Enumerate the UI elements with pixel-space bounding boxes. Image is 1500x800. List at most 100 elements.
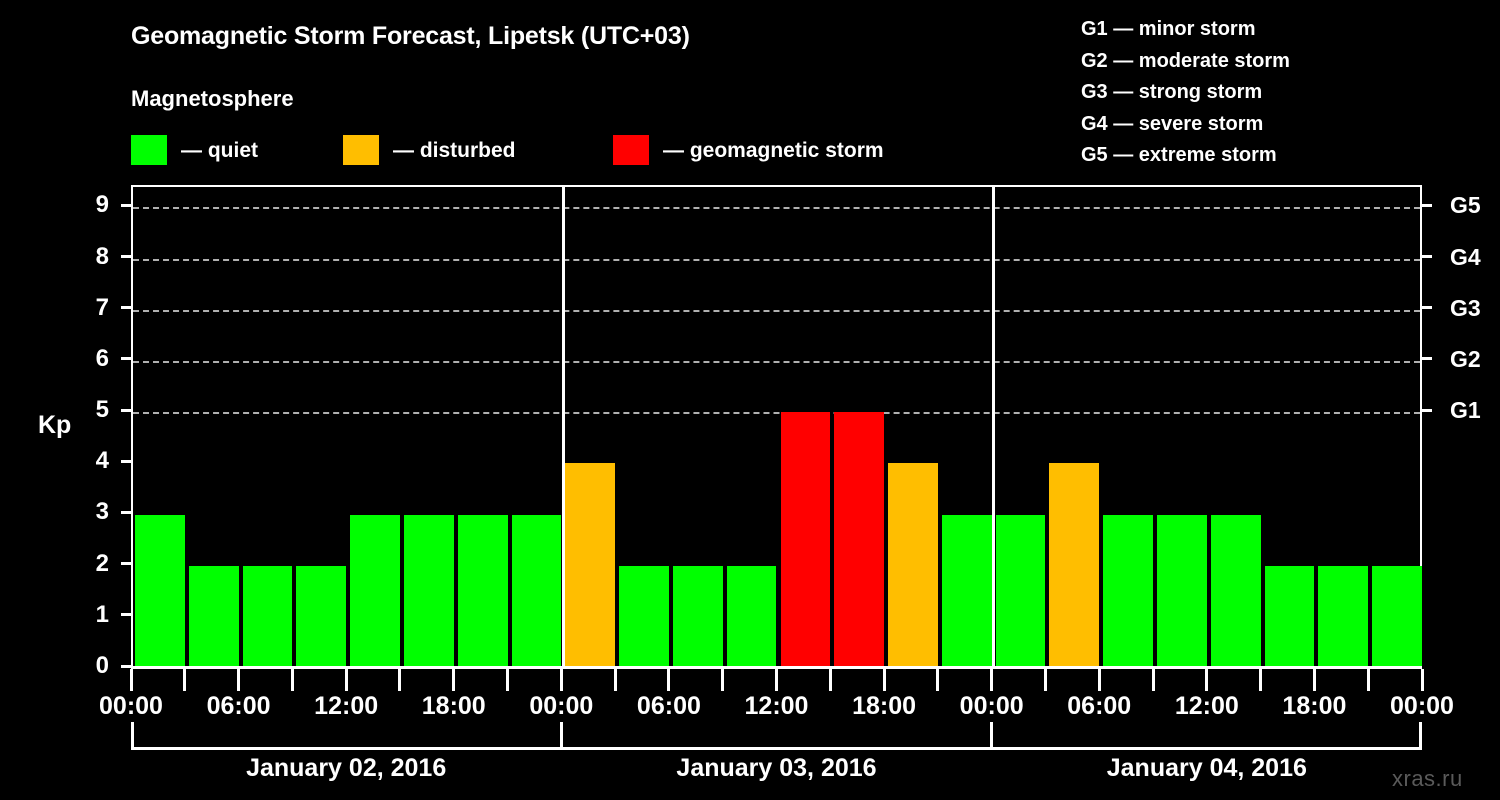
g-legend-row-3: G3 — strong storm	[1081, 81, 1263, 103]
legend-entry-quiet: — quiet	[131, 133, 258, 167]
g-tick-mark-G4	[1422, 255, 1432, 259]
bar-9	[619, 565, 669, 668]
g-tick-label-G2: G2	[1450, 345, 1481, 372]
y-tick-label-4: 4	[95, 447, 109, 475]
watermark: xras.ru	[1392, 766, 1463, 791]
x-tick-mark-7	[506, 669, 510, 691]
y-tick-mark-3	[121, 510, 131, 514]
day-separator-1	[561, 187, 565, 668]
y-tick-label-5: 5	[95, 396, 109, 424]
x-time-label-5: 06:00	[636, 692, 701, 720]
y-tick-label-2: 2	[95, 549, 109, 577]
x-tick-mark-10	[667, 669, 671, 691]
page-title: Geomagnetic Storm Forecast, Lipetsk (UTC…	[131, 22, 690, 50]
x-time-label-9: 06:00	[1067, 692, 1132, 720]
legend-swatch-quiet-icon	[131, 135, 167, 165]
date-bracket	[131, 747, 1422, 750]
x-tick-mark-15	[936, 669, 940, 691]
bar-0	[135, 514, 185, 668]
x-time-label-0: 00:00	[99, 692, 163, 720]
bar-16	[995, 514, 1046, 668]
legend-swatch-storm-icon	[613, 135, 649, 165]
g-legend-row-5: G5 — extreme storm	[1081, 144, 1277, 166]
y-tick-label-3: 3	[95, 498, 109, 526]
gridline-kp-9	[133, 207, 1420, 210]
g-tick-label-G4: G4	[1450, 243, 1481, 270]
date-bracket-cap-2	[1419, 722, 1422, 747]
bar-22	[1318, 565, 1369, 668]
g-legend-row-4: G4 — severe storm	[1081, 112, 1264, 135]
g-tick-mark-G2	[1422, 357, 1432, 361]
x-tick-mark-13	[828, 669, 832, 691]
y-tick-mark-1	[121, 613, 131, 617]
plot-inner	[133, 187, 1422, 668]
y-tick-mark-7	[121, 306, 131, 310]
day-separator-2	[992, 187, 996, 668]
y-tick-mark-5	[121, 408, 131, 412]
bar-11	[726, 565, 777, 668]
x-tick-mark-14	[882, 669, 886, 691]
x-time-label-11: 18:00	[1282, 692, 1347, 720]
bar-10	[672, 565, 723, 668]
x-time-label-1: 06:00	[206, 692, 271, 720]
x-tick-mark-20	[1205, 669, 1209, 691]
date-label-2: January 03, 2016	[676, 754, 877, 782]
bar-17	[1049, 463, 1100, 668]
legend-swatch-disturbed-icon	[343, 135, 379, 165]
bar-8	[565, 463, 616, 668]
y-tick-mark-9	[121, 203, 131, 207]
date-bracket-cap-1	[131, 722, 134, 747]
date-label-3: January 04, 2016	[1106, 754, 1307, 782]
date-label-1: January 02, 2016	[246, 754, 447, 782]
y-axis-title: Kp	[38, 411, 72, 439]
x-tick-mark-19	[1151, 669, 1155, 691]
bar-7	[511, 514, 562, 668]
bar-13	[834, 412, 885, 668]
x-tick-mark-5	[398, 669, 402, 691]
g-tick-mark-G1	[1422, 408, 1432, 412]
y-tick-mark-4	[121, 459, 131, 463]
g-tick-label-G5: G5	[1450, 192, 1481, 219]
g-tick-mark-G5	[1422, 203, 1432, 207]
x-tick-mark-3	[290, 669, 294, 691]
legend-label-storm: — geomagnetic storm	[663, 138, 884, 162]
x-tick-mark-0	[129, 669, 133, 691]
x-tick-mark-1	[183, 669, 187, 691]
bar-1	[188, 565, 239, 668]
g-tick-label-G3: G3	[1450, 294, 1481, 321]
y-tick-label-0: 0	[95, 652, 109, 679]
y-tick-mark-0	[121, 664, 131, 668]
x-tick-mark-16	[990, 669, 994, 691]
bar-19	[1157, 514, 1207, 668]
bar-20	[1210, 514, 1261, 668]
legend-label-quiet: — quiet	[181, 138, 258, 162]
x-axis-baseline	[131, 666, 1422, 669]
y-tick-mark-8	[121, 255, 131, 259]
g-legend-row-1: G1 — minor storm	[1081, 18, 1256, 40]
x-tick-mark-8	[559, 669, 563, 691]
y-tick-mark-2	[121, 562, 131, 566]
x-tick-mark-23	[1366, 669, 1370, 691]
y-tick-mark-6	[121, 357, 131, 361]
x-tick-mark-4	[344, 669, 348, 691]
magnetosphere-label: Magnetosphere	[131, 86, 294, 111]
bar-6	[457, 514, 508, 668]
legend-entry-storm: — geomagnetic storm	[613, 133, 884, 167]
y-tick-label-7: 7	[95, 293, 109, 321]
x-time-label-6: 12:00	[744, 692, 809, 720]
bar-15	[941, 514, 992, 668]
g-tick-mark-G3	[1422, 306, 1432, 310]
x-tick-mark-17	[1043, 669, 1047, 691]
x-tick-mark-11	[721, 669, 725, 691]
g-legend-row-2: G2 — moderate storm	[1081, 49, 1290, 72]
date-divider-2	[990, 722, 994, 747]
x-tick-mark-21	[1259, 669, 1263, 691]
y-tick-label-1: 1	[95, 600, 109, 628]
x-tick-mark-18	[1097, 669, 1101, 691]
bar-21	[1264, 565, 1315, 668]
bar-5	[403, 514, 454, 668]
bar-14	[888, 463, 938, 668]
x-time-label-12: 00:00	[1390, 692, 1454, 720]
x-time-label-3: 18:00	[421, 692, 486, 720]
x-tick-mark-9	[613, 669, 617, 691]
